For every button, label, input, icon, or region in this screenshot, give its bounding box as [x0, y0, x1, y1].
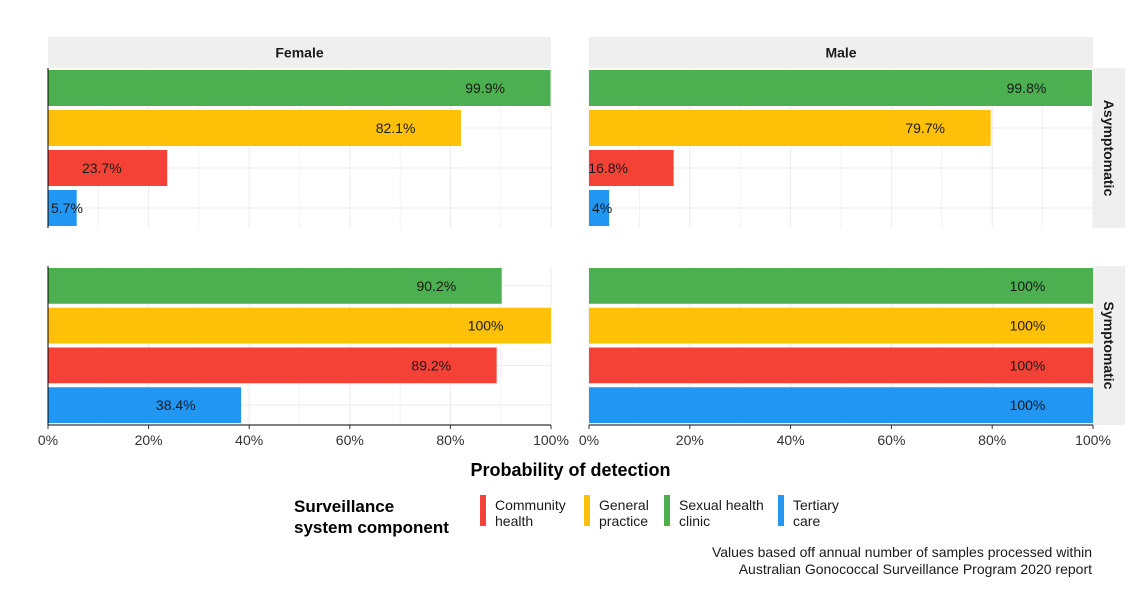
x-tick-label-male: 80%: [978, 432, 1006, 448]
legend-key-community-health: [480, 495, 486, 526]
data-label-female-asymptomatic-general-practice: 82.1%: [376, 120, 416, 136]
x-tick-label-male: 40%: [777, 432, 805, 448]
bar-male-asymptomatic-sexual-health-clinic: [589, 70, 1092, 106]
caption-line-1: Values based off annual number of sample…: [712, 544, 1092, 560]
legend-label-general-practice: General: [599, 497, 649, 513]
data-label-female-symptomatic-tertiary-care: 38.4%: [156, 397, 196, 413]
strip-female: [48, 37, 551, 68]
legend-title-line-2: system component: [294, 518, 449, 537]
data-label-male-symptomatic-community-health: 100%: [1010, 357, 1046, 373]
legend-label-tertiary-care: Tertiary: [793, 497, 839, 513]
data-label-female-asymptomatic-tertiary-care: 5.7%: [51, 200, 83, 216]
legend-label-sexual-health-clinic-line-2: clinic: [679, 513, 710, 529]
bar-male-symptomatic-sexual-health-clinic: [589, 267, 1093, 304]
legend-key-general-practice: [584, 495, 590, 526]
legend-key-tertiary-care: [778, 495, 784, 526]
x-tick-label-female: 60%: [336, 432, 364, 448]
data-label-male-asymptomatic-general-practice: 79.7%: [905, 120, 945, 136]
data-label-male-symptomatic-general-practice: 100%: [1010, 318, 1046, 334]
data-label-male-asymptomatic-sexual-health-clinic: 99.8%: [1007, 80, 1047, 96]
legend-label-sexual-health-clinic: Sexual health: [679, 497, 764, 513]
data-label-female-symptomatic-community-health: 89.2%: [411, 357, 451, 373]
legend-label-tertiary-care-line-2: care: [793, 513, 820, 529]
x-tick-label-female: 40%: [235, 432, 263, 448]
data-label-female-symptomatic-general-practice: 100%: [468, 318, 504, 334]
bar-female-asymptomatic-general-practice: [48, 110, 461, 146]
bar-male-symptomatic-community-health: [589, 347, 1093, 384]
data-label-male-symptomatic-sexual-health-clinic: 100%: [1010, 278, 1046, 294]
strip-asymptomatic: [1093, 68, 1125, 228]
bar-female-symptomatic-general-practice: [48, 307, 551, 344]
strip-male: [589, 37, 1093, 68]
bar-female-symptomatic-tertiary-care: [48, 387, 242, 424]
bar-male-asymptomatic-tertiary-care: [589, 190, 610, 226]
bar-male-asymptomatic-general-practice: [589, 110, 991, 146]
bar-male-symptomatic-tertiary-care: [589, 387, 1093, 424]
data-label-male-asymptomatic-community-health: 16.8%: [588, 160, 628, 176]
x-axis-title: Probability of detection: [470, 460, 670, 480]
x-tick-label-female: 100%: [533, 432, 569, 448]
strip-label-male: Male: [825, 45, 856, 61]
strip-symptomatic: [1093, 266, 1125, 425]
x-tick-label-male: 100%: [1075, 432, 1111, 448]
legend-title-line-1: Surveillance: [294, 497, 394, 516]
x-tick-label-male: 0%: [579, 432, 599, 448]
bar-female-symptomatic-sexual-health-clinic: [48, 267, 502, 304]
legend-label-general-practice-line-2: practice: [599, 513, 648, 529]
bar-female-asymptomatic-sexual-health-clinic: [48, 70, 551, 106]
bar-female-asymptomatic-tertiary-care: [48, 190, 77, 226]
bar-female-asymptomatic-community-health: [48, 150, 168, 186]
bar-male-asymptomatic-community-health: [589, 150, 674, 186]
x-tick-label-female: 20%: [135, 432, 163, 448]
data-label-female-asymptomatic-sexual-health-clinic: 99.9%: [465, 80, 505, 96]
data-label-female-asymptomatic-community-health: 23.7%: [82, 160, 122, 176]
data-label-male-symptomatic-tertiary-care: 100%: [1010, 397, 1046, 413]
legend-key-sexual-health-clinic: [664, 495, 670, 526]
x-tick-label-female: 0%: [38, 432, 58, 448]
data-label-female-symptomatic-sexual-health-clinic: 90.2%: [416, 278, 456, 294]
bar-male-symptomatic-general-practice: [589, 307, 1093, 344]
x-tick-label-female: 80%: [436, 432, 464, 448]
bar-female-symptomatic-community-health: [48, 347, 497, 384]
strip-label-symptomatic: Symptomatic: [1101, 302, 1117, 390]
strip-label-asymptomatic: Asymptomatic: [1101, 100, 1117, 197]
x-tick-label-male: 60%: [877, 432, 905, 448]
caption-line-2: Australian Gonococcal Surveillance Progr…: [739, 561, 1092, 577]
data-label-male-asymptomatic-tertiary-care: 4%: [592, 200, 612, 216]
legend-label-community-health-line-2: health: [495, 513, 533, 529]
legend-label-community-health: Community: [495, 497, 566, 513]
x-tick-label-male: 20%: [676, 432, 704, 448]
strip-label-female: Female: [275, 45, 323, 61]
